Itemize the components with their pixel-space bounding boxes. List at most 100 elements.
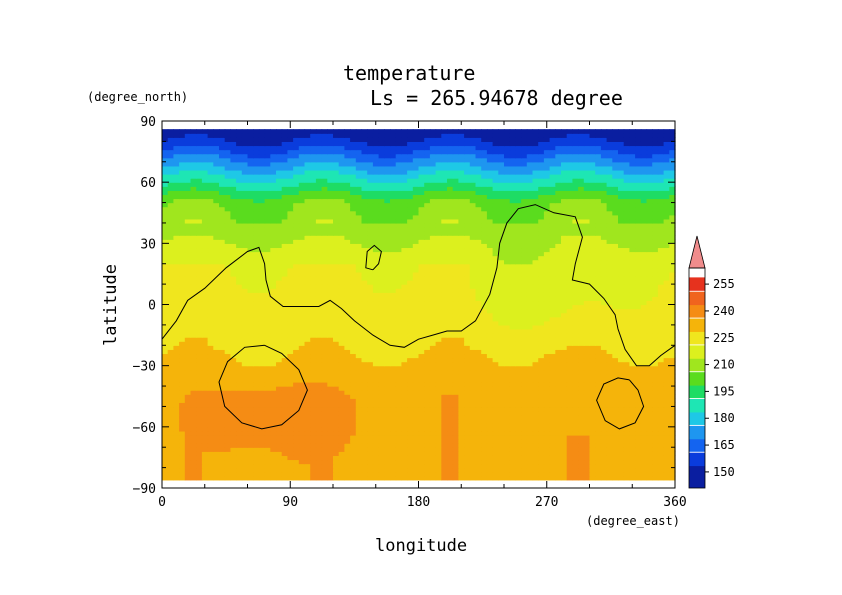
- field-cell: [618, 406, 625, 412]
- field-cell: [162, 467, 169, 473]
- field-cell: [526, 398, 534, 403]
- field-cell: [618, 410, 625, 416]
- field-cell: [304, 312, 311, 318]
- field-cell: [173, 255, 180, 261]
- field-cell: [595, 308, 602, 314]
- field-cell: [458, 255, 465, 261]
- field-cell: [213, 337, 220, 342]
- field-cell: [412, 394, 420, 399]
- field-cell: [578, 292, 585, 297]
- field-cell: [236, 406, 243, 412]
- field-cell: [167, 255, 174, 261]
- field-cell: [652, 430, 659, 436]
- field-cell: [390, 288, 397, 293]
- field-cell: [196, 312, 203, 318]
- field-cell: [253, 398, 260, 403]
- field-cell: [475, 341, 482, 346]
- field-cell: [572, 381, 579, 387]
- field-cell: [384, 292, 391, 297]
- field-cell: [287, 418, 294, 424]
- field-cell: [418, 430, 425, 436]
- field-cell: [281, 333, 288, 338]
- field-cell: [236, 345, 243, 350]
- field-cell: [498, 381, 505, 387]
- field-cell: [190, 422, 197, 428]
- field-cell: [464, 410, 471, 416]
- field-cell: [572, 324, 579, 330]
- field-cell: [612, 377, 619, 383]
- field-cell: [224, 443, 231, 448]
- field-cell: [475, 333, 482, 338]
- field-cell: [338, 471, 345, 477]
- field-cell: [401, 267, 408, 273]
- field-cell: [219, 430, 226, 436]
- field-cell: [566, 284, 573, 289]
- field-cell: [629, 418, 636, 424]
- field-cell: [464, 402, 471, 408]
- field-cell: [669, 312, 676, 318]
- field-cell: [441, 451, 448, 456]
- field-cell: [515, 475, 522, 481]
- field-cell: [652, 324, 659, 330]
- field-cell: [355, 386, 363, 391]
- field-cell: [253, 394, 260, 399]
- field-cell: [315, 443, 323, 448]
- field-cell: [247, 467, 254, 473]
- field-cell: [492, 304, 499, 310]
- field-cell: [190, 463, 197, 469]
- field-cell: [555, 406, 562, 412]
- field-cell: [578, 328, 585, 334]
- field-cell: [447, 308, 454, 314]
- field-cell: [424, 292, 431, 297]
- field-cell: [561, 373, 568, 379]
- field-cell: [521, 463, 528, 469]
- field-cell: [515, 386, 522, 391]
- field-cell: [663, 418, 670, 424]
- field-cell: [338, 333, 345, 338]
- field-cell: [572, 361, 579, 367]
- field-cell: [561, 308, 568, 314]
- field-cell: [424, 300, 431, 306]
- field-cell: [372, 365, 380, 371]
- field-cell: [566, 280, 573, 285]
- field-cell: [219, 361, 226, 367]
- field-cell: [361, 337, 368, 342]
- field-cell: [549, 463, 556, 469]
- field-cell: [543, 296, 551, 302]
- field-cell: [401, 369, 408, 375]
- field-cell: [589, 390, 596, 395]
- field-cell: [429, 296, 437, 302]
- field-cell: [561, 381, 568, 387]
- field-cell: [207, 320, 214, 326]
- field-cell: [623, 394, 630, 399]
- field-cell: [521, 320, 528, 326]
- field-cell: [321, 361, 328, 367]
- field-cell: [395, 337, 402, 342]
- field-cell: [173, 414, 180, 420]
- field-cell: [241, 447, 249, 452]
- field-cell: [230, 353, 237, 359]
- field-cell: [543, 434, 551, 440]
- field-cell: [578, 406, 585, 412]
- field-cell: [492, 386, 499, 391]
- field-cell: [287, 328, 294, 334]
- field-cell: [549, 259, 556, 265]
- field-cell: [361, 292, 368, 297]
- field-cell: [333, 418, 340, 424]
- field-cell: [447, 381, 454, 387]
- field-cell: [224, 280, 231, 285]
- field-cell: [561, 263, 568, 269]
- field-cell: [384, 422, 391, 428]
- field-cell: [201, 471, 209, 477]
- field-cell: [276, 267, 283, 273]
- field-cell: [578, 455, 585, 461]
- field-cell: [367, 263, 374, 269]
- field-cell: [646, 443, 653, 448]
- field-cell: [247, 251, 254, 257]
- field-cell: [219, 402, 226, 408]
- field-cell: [583, 394, 591, 399]
- field-cell: [447, 390, 454, 395]
- field-cell: [207, 349, 214, 355]
- field-cell: [566, 361, 573, 367]
- field-cell: [298, 263, 306, 269]
